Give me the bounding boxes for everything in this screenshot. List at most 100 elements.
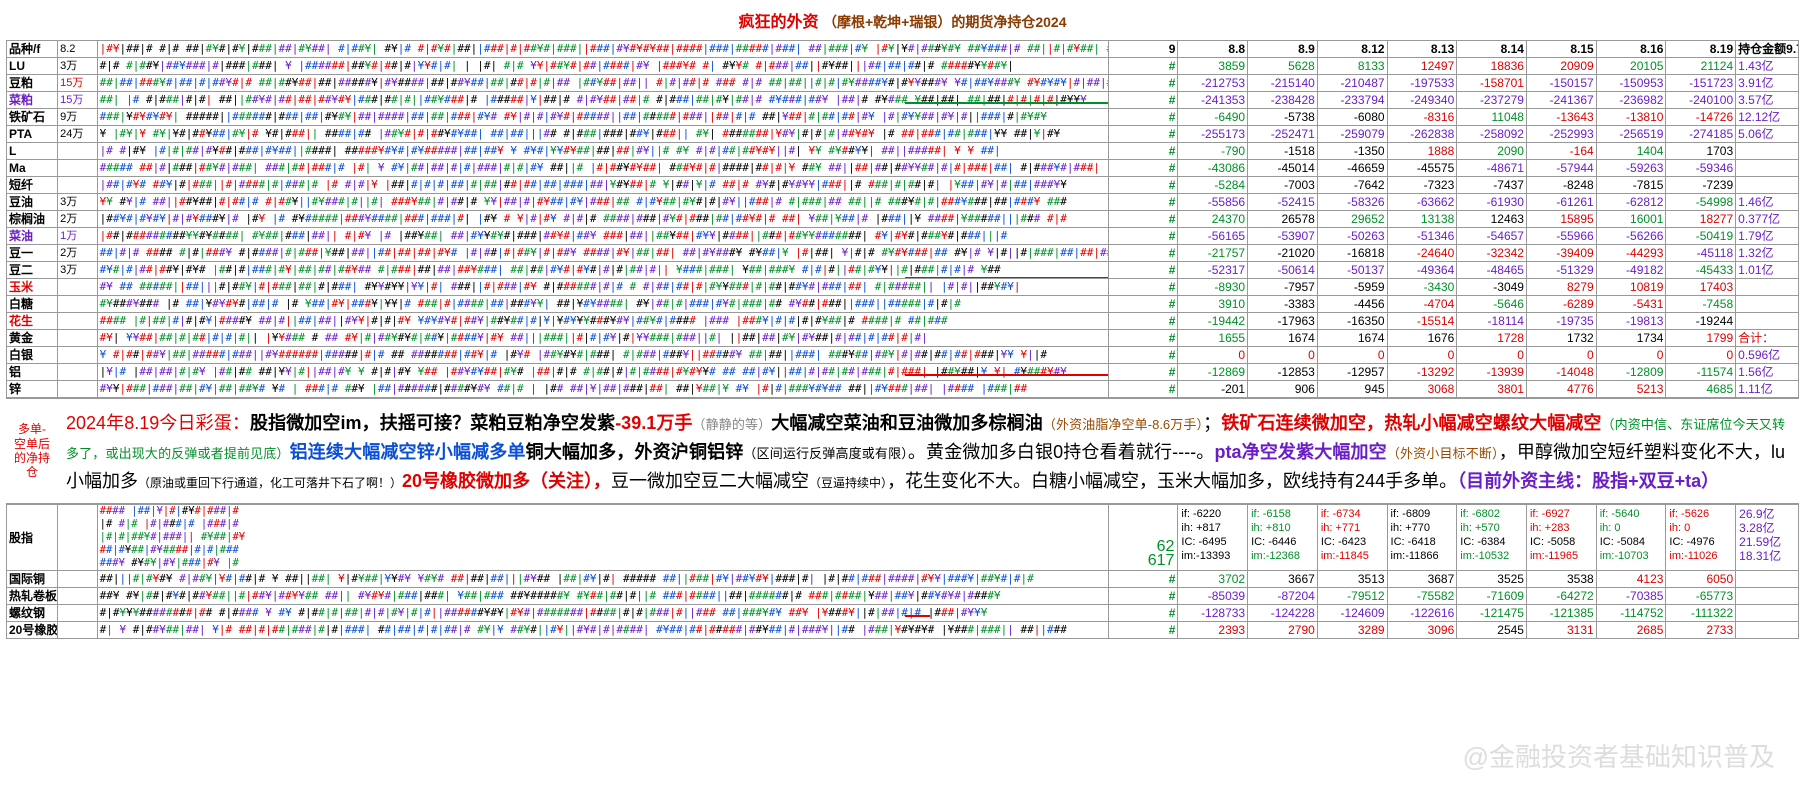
val-cell: -85039 <box>1178 588 1248 605</box>
val-cell: -50614 <box>1248 262 1318 279</box>
val-cell: 3702 <box>1178 571 1248 588</box>
sparkline-cell: |# #|#¥ |#|#|##|#¥##|###|#¥##||####| ###… <box>97 143 1108 160</box>
val-cell: -17963 <box>1248 313 1318 330</box>
val-cell: -44293 <box>1596 245 1666 262</box>
val-cell: 0 <box>1666 347 1736 364</box>
val-cell: -111322 <box>1666 605 1736 622</box>
sparkline-cell: #¥#|#|##|##¥|#¥# |##|#|###|#¥|##|##|##¥#… <box>97 262 1108 279</box>
val-cell: 29652 <box>1317 211 1387 228</box>
amt-cell <box>1736 279 1799 296</box>
val-cell: -57944 <box>1526 160 1596 177</box>
vol-cell <box>58 313 98 330</box>
table-row: 铁矿石9万###|¥#¥#¥#¥| #####||######|###|##|#… <box>7 109 1799 126</box>
val-cell: -3430 <box>1387 279 1457 296</box>
val-cell: -56165 <box>1178 228 1248 245</box>
val-cell: 18277 <box>1666 211 1736 228</box>
val-cell: -71609 <box>1457 588 1527 605</box>
vol-cell <box>58 296 98 313</box>
val-cell: -3383 <box>1248 296 1318 313</box>
val-cell: 906 <box>1248 381 1318 398</box>
val-cell: -128733 <box>1178 605 1248 622</box>
vol-cell: 2万 <box>58 245 98 262</box>
table-row: 花生#### |#|##|#|#|#¥|####¥ ##|#||##|##||#… <box>7 313 1799 330</box>
val-cell: 1732 <box>1526 330 1596 347</box>
val-cell: 3667 <box>1248 571 1318 588</box>
val-cell: -45014 <box>1248 160 1318 177</box>
val-cell: -256519 <box>1596 126 1666 143</box>
val-cell: 0 <box>1387 347 1457 364</box>
val-cell: -215140 <box>1248 75 1318 92</box>
vol-cell: 15万 <box>58 92 98 109</box>
val-cell: -240100 <box>1666 92 1736 109</box>
val-cell: -164 <box>1526 143 1596 160</box>
product-name: Ma <box>7 160 58 177</box>
amt-cell: 合计： <box>1736 330 1799 347</box>
val-cell: -52415 <box>1248 194 1318 211</box>
val-cell: -45118 <box>1666 245 1736 262</box>
val-cell: 3859 <box>1178 58 1248 75</box>
val-cell: -3049 <box>1457 279 1527 296</box>
col-date: 8.9 <box>1248 41 1318 58</box>
gz-cell: if: -6158ih: +810IC: -6446im:-12368 <box>1248 505 1318 571</box>
val-cell: 20909 <box>1526 58 1596 75</box>
gz-cell: if: -5640ih: 0IC: -5084im:-10703 <box>1596 505 1666 571</box>
val-cell: # <box>1108 330 1178 347</box>
val-cell: -12809 <box>1596 364 1666 381</box>
val-cell: -5738 <box>1248 109 1318 126</box>
val-cell: -48671 <box>1457 160 1527 177</box>
table-row: PTA24万¥ |#¥|¥ #¥|¥#|##¥##|#¥|# ¥#|###|| … <box>7 126 1799 143</box>
sparkline-cell: #¥###¥### |# ##|¥#¥#¥#|##|# |# ¥##|#¥|##… <box>97 296 1108 313</box>
val-cell: -12957 <box>1317 364 1387 381</box>
val-cell: -1518 <box>1248 143 1318 160</box>
val-cell: -4456 <box>1317 296 1387 313</box>
val-cell: 0 <box>1526 347 1596 364</box>
sparkline-cell: ###|¥#¥#¥#¥| #####||######|###|##|#¥#¥|#… <box>97 109 1108 126</box>
val-cell: -87204 <box>1248 588 1318 605</box>
val-cell: -50137 <box>1317 262 1387 279</box>
val-cell: 1655 <box>1178 330 1248 347</box>
table-row: 豆油3万¥¥ #¥|# ##||##¥##|#|##|# #|##¥||#¥##… <box>7 194 1799 211</box>
val-cell: 1674 <box>1317 330 1387 347</box>
val-cell: -65773 <box>1666 588 1736 605</box>
table-row: LU3万#|# #|##¥|##¥###|#|###|###| ¥ |#####… <box>7 58 1799 75</box>
val-cell: -124228 <box>1248 605 1318 622</box>
val-cell: 18836 <box>1457 58 1527 75</box>
lower-table: 股指#### |##|¥|#|#¥#|###|#|# #|# |#|###|# … <box>6 504 1799 639</box>
val-cell: -79512 <box>1317 588 1387 605</box>
val-cell: 0 <box>1596 347 1666 364</box>
val-cell: -13292 <box>1387 364 1457 381</box>
val-cell: 3513 <box>1317 571 1387 588</box>
val-cell: -53907 <box>1248 228 1318 245</box>
amt-cell: 3.57亿 <box>1736 92 1799 109</box>
val-cell: -8316 <box>1387 109 1457 126</box>
val-cell: -21757 <box>1178 245 1248 262</box>
product-name: 豆一 <box>7 245 58 262</box>
val-cell: -59346 <box>1666 160 1736 177</box>
sparkline-cell: ¥ |#¥|¥ #¥|¥#|##¥##|#¥|# ¥#|###|| ####|#… <box>97 126 1108 143</box>
commentary-block: 多单-空单后的净持仓 2024年8.19今日彩蛋：股指微加空im，扶摇可接？菜粕… <box>6 398 1799 504</box>
sparkline-cell: #### |#|##|#|#|#¥|####¥ ##|#||##|##||#¥¥… <box>97 313 1108 330</box>
val-cell: 3068 <box>1387 381 1457 398</box>
val-cell: # <box>1108 296 1178 313</box>
val-cell: -64272 <box>1526 588 1596 605</box>
val-cell: -122616 <box>1387 605 1457 622</box>
val-cell: -7003 <box>1248 177 1318 194</box>
val-cell: -48465 <box>1457 262 1527 279</box>
val-cell: -151723 <box>1666 75 1736 92</box>
val-cell: -51346 <box>1387 228 1457 245</box>
val-cell: 2790 <box>1248 622 1318 639</box>
col-date: 8.13 <box>1387 41 1457 58</box>
sparkline-cell: ##|##|###¥#|##|#|##¥#|# ##|##¥##|##|####… <box>97 75 1108 92</box>
val-cell: -12853 <box>1248 364 1318 381</box>
val-cell: -46659 <box>1317 160 1387 177</box>
val-cell: # <box>1108 177 1178 194</box>
product-name: 菜粕 <box>7 92 58 109</box>
val-cell: 0 <box>1178 347 1248 364</box>
val-cell: 1674 <box>1248 330 1318 347</box>
val-cell: -21020 <box>1248 245 1318 262</box>
col-date: 8.14 <box>1457 41 1527 58</box>
val-cell: -121475 <box>1457 605 1527 622</box>
val-cell: 24370 <box>1178 211 1248 228</box>
table-row: 铝|¥|# |##|##|#|#¥ |##|## ##|¥¥|#||##|#¥ … <box>7 364 1799 381</box>
val-cell: -24640 <box>1387 245 1457 262</box>
